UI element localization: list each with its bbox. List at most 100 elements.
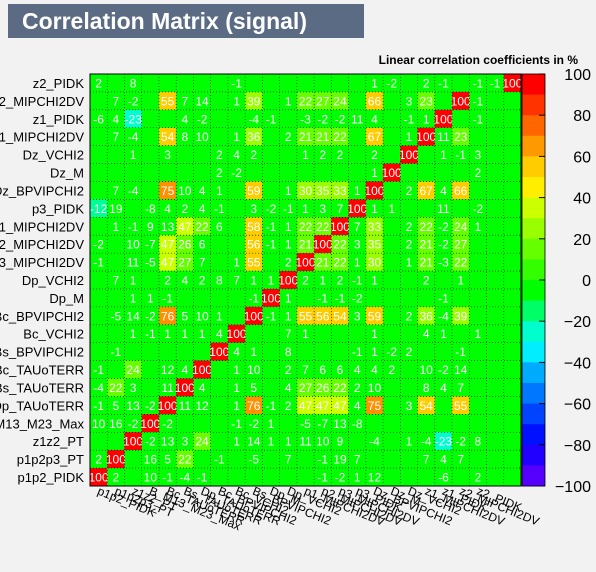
cell-value-label: 3 — [354, 309, 361, 323]
heatmap-cell — [227, 378, 246, 397]
heatmap-cell — [141, 342, 159, 361]
y-tick-label: Dz_VCHI2 — [23, 148, 84, 163]
cell-value-label: 54 — [420, 399, 434, 413]
heatmap-cell — [193, 181, 211, 200]
heatmap-cell — [245, 145, 263, 164]
cell-value-label: -1 — [214, 453, 225, 467]
heatmap-cell — [434, 271, 453, 289]
cell-value-label: 54 — [333, 309, 347, 323]
y-tick-label: p2_MIPCHI2DV — [0, 237, 84, 252]
heatmap-cell — [124, 74, 142, 92]
cell-value-label: 22 — [195, 220, 209, 234]
cell-value-label: 10 — [126, 238, 140, 252]
heatmap-cell — [227, 396, 246, 415]
heatmap-cell — [452, 324, 470, 343]
heatmap-cell — [434, 288, 453, 307]
heatmap-cell — [176, 109, 194, 128]
colorbar-segment — [522, 403, 545, 425]
cell-value-label: 16 — [109, 417, 123, 431]
heatmap-cell — [452, 468, 470, 486]
cell-value-label: 2 — [113, 471, 120, 485]
heatmap-cell — [279, 342, 297, 361]
y-tick-label: Dp_M — [49, 291, 84, 306]
heatmap-cell — [279, 450, 297, 469]
cell-value-label: 3 — [250, 202, 257, 216]
cell-value-label: 12 — [368, 471, 382, 485]
heatmap-cell — [417, 378, 435, 397]
cell-value-label: 2 — [216, 148, 223, 162]
heatmap-cell — [90, 163, 108, 182]
heatmap-cell — [262, 342, 280, 361]
heatmap-cell — [279, 181, 297, 200]
heatmap-cell — [400, 468, 418, 486]
cell-value-label: 24 — [195, 435, 209, 449]
heatmap-cell — [176, 271, 194, 289]
heatmap-cell — [486, 74, 504, 92]
cell-value-label: 4 — [354, 399, 361, 413]
cell-value-label: 3 — [475, 148, 482, 162]
heatmap-cell — [365, 163, 384, 182]
heatmap-cell — [452, 91, 470, 110]
heatmap-cell — [383, 306, 401, 325]
heatmap-cell — [452, 127, 470, 146]
heatmap-cell — [469, 468, 487, 486]
heatmap-cell — [158, 235, 177, 254]
heatmap-cell — [452, 271, 470, 289]
heatmap-cell — [434, 360, 453, 379]
cell-value-label: 24 — [454, 220, 468, 234]
heatmap-cell — [90, 396, 108, 415]
cell-value-label: 2 — [388, 363, 395, 377]
cell-value-label: 10 — [178, 184, 192, 198]
cell-value-label: 4 — [181, 274, 188, 288]
heatmap-cell — [210, 181, 228, 200]
cell-value-label: 100 — [364, 184, 384, 198]
cell-value-label: -1 — [473, 94, 484, 108]
cell-value-label: 4 — [285, 381, 292, 395]
cell-value-label: 3 — [354, 238, 361, 252]
cell-value-label: -2 — [231, 166, 242, 180]
cell-value-label: 11 — [299, 435, 312, 449]
heatmap-cell — [417, 468, 435, 486]
heatmap-cell — [124, 324, 142, 343]
colorbar-tick-label: −20 — [564, 314, 591, 331]
heatmap-cell — [262, 306, 280, 325]
cell-value-label: 21 — [316, 256, 330, 270]
cell-value-label: -1 — [404, 112, 415, 126]
heatmap-cell — [434, 181, 453, 200]
heatmap-cell — [193, 91, 211, 110]
cell-value-label: 14 — [247, 435, 261, 449]
heatmap-cell — [141, 324, 159, 343]
cell-value-label: 100 — [227, 327, 247, 341]
cell-value-label: -1 — [93, 399, 104, 413]
heatmap-cell — [365, 74, 384, 92]
heatmap-cell — [227, 163, 246, 182]
heatmap-cell — [279, 145, 297, 164]
cell-value-label: 22 — [178, 453, 192, 467]
heatmap-cell — [279, 468, 297, 486]
heatmap-cell — [245, 253, 263, 272]
heatmap-cell — [107, 342, 125, 361]
cell-value-label: 100 — [295, 256, 315, 270]
cell-value-label: -2 — [248, 417, 259, 431]
cell-value-label: 2 — [475, 166, 482, 180]
heatmap-cell — [262, 288, 280, 307]
cell-value-label: 22 — [333, 256, 347, 270]
heatmap-cell — [245, 324, 263, 343]
heatmap-cell — [314, 288, 332, 307]
heatmap-cell — [90, 271, 108, 289]
heatmap-cell — [469, 109, 487, 128]
cell-value-label: 13 — [161, 220, 175, 234]
heatmap-cell — [296, 109, 315, 128]
cell-value-label: 2 — [423, 274, 430, 288]
cell-value-label: -2 — [438, 220, 449, 234]
cell-value-label: 100 — [451, 94, 471, 108]
heatmap-cell — [279, 109, 297, 128]
cell-value-label: 1 — [475, 220, 482, 234]
heatmap-cell — [176, 181, 194, 200]
heatmap-cell — [141, 306, 159, 325]
colorbar-tick-label: 60 — [573, 149, 591, 166]
cell-value-label: 7 — [113, 184, 120, 198]
colorbar-tick-label: −40 — [564, 355, 591, 372]
heatmap-cell — [314, 450, 332, 469]
heatmap-cell — [434, 450, 453, 469]
